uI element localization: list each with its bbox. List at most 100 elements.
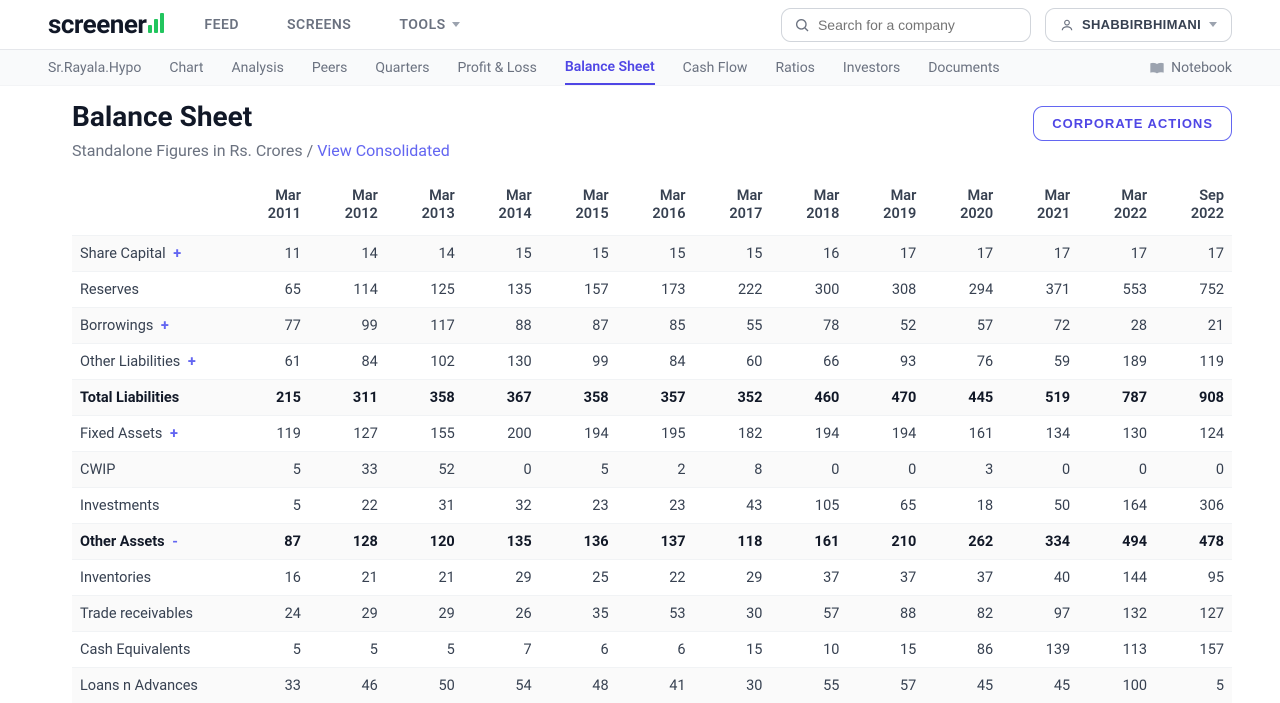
table-head: Mar2011Mar2012Mar2013Mar2014Mar2015Mar20… xyxy=(72,178,1232,236)
cell: 195 xyxy=(617,416,694,452)
search-box[interactable] xyxy=(781,8,1031,42)
cell: 367 xyxy=(463,380,540,416)
cell: 358 xyxy=(540,380,617,416)
topbar-right: SHABBIRBHIMANI xyxy=(781,8,1232,42)
cell: 134 xyxy=(1001,416,1078,452)
expand-icon[interactable]: + xyxy=(166,425,178,442)
table-row: Fixed Assets +11912715520019419518219419… xyxy=(72,416,1232,452)
cell: 117 xyxy=(386,308,463,344)
subnav-quarters[interactable]: Quarters xyxy=(375,52,429,84)
cell: 30 xyxy=(694,596,771,632)
cell: 84 xyxy=(617,344,694,380)
subnav-balance-sheet[interactable]: Balance Sheet xyxy=(565,51,655,85)
notebook-icon xyxy=(1149,61,1165,75)
cell: 5 xyxy=(1155,668,1232,703)
cell: 210 xyxy=(847,524,924,560)
cell: 85 xyxy=(617,308,694,344)
cell: 88 xyxy=(463,308,540,344)
cell: 29 xyxy=(309,596,386,632)
cell: 15 xyxy=(540,236,617,272)
cell: 46 xyxy=(309,668,386,703)
brand-bars-icon xyxy=(148,13,164,33)
cell: 460 xyxy=(770,380,847,416)
cell: 306 xyxy=(1155,488,1232,524)
brand-logo[interactable]: screener xyxy=(48,10,164,40)
collapse-icon[interactable]: - xyxy=(169,533,178,550)
search-input[interactable] xyxy=(818,17,1018,33)
cell: 16 xyxy=(770,236,847,272)
corporate-actions-button[interactable]: CORPORATE ACTIONS xyxy=(1033,106,1232,141)
subnav-cashflow[interactable]: Cash Flow xyxy=(683,52,748,84)
cell: 33 xyxy=(309,452,386,488)
cell: 222 xyxy=(694,272,771,308)
table-row: Borrowings +779911788878555785257722821 xyxy=(72,308,1232,344)
cell: 31 xyxy=(386,488,463,524)
column-header: Sep2022 xyxy=(1155,178,1232,236)
cell: 137 xyxy=(617,524,694,560)
cell: 194 xyxy=(540,416,617,452)
subnav-investors[interactable]: Investors xyxy=(843,52,900,84)
subnav-notebook-label: Notebook xyxy=(1171,60,1232,76)
row-label: Cash Equivalents xyxy=(72,632,232,668)
column-header: Mar2015 xyxy=(540,178,617,236)
cell: 55 xyxy=(770,668,847,703)
cell: 120 xyxy=(386,524,463,560)
cell: 23 xyxy=(617,488,694,524)
cell: 99 xyxy=(309,308,386,344)
cell: 6 xyxy=(540,632,617,668)
cell: 194 xyxy=(847,416,924,452)
cell: 173 xyxy=(617,272,694,308)
cell: 24 xyxy=(232,596,309,632)
cell: 300 xyxy=(770,272,847,308)
column-header: Mar2012 xyxy=(309,178,386,236)
table-row: Reserves65114125135157173222300308294371… xyxy=(72,272,1232,308)
cell: 82 xyxy=(924,596,1001,632)
subnav-ratios[interactable]: Ratios xyxy=(775,52,814,84)
cell: 29 xyxy=(694,560,771,596)
cell: 2 xyxy=(617,452,694,488)
cell: 105 xyxy=(770,488,847,524)
cell: 21 xyxy=(1155,308,1232,344)
subnav-documents[interactable]: Documents xyxy=(928,52,999,84)
expand-icon[interactable]: + xyxy=(170,245,182,262)
cell: 132 xyxy=(1078,596,1155,632)
cell: 357 xyxy=(617,380,694,416)
cell: 194 xyxy=(770,416,847,452)
cell: 189 xyxy=(1078,344,1155,380)
cell: 77 xyxy=(232,308,309,344)
cell: 10 xyxy=(770,632,847,668)
nav-tools[interactable]: TOOLS xyxy=(399,17,459,33)
cell: 60 xyxy=(694,344,771,380)
view-consolidated-link[interactable]: View Consolidated xyxy=(317,141,450,160)
cell: 908 xyxy=(1155,380,1232,416)
cell: 470 xyxy=(847,380,924,416)
cell: 22 xyxy=(617,560,694,596)
nav-tools-label: TOOLS xyxy=(399,17,445,33)
column-header: Mar2016 xyxy=(617,178,694,236)
user-menu-button[interactable]: SHABBIRBHIMANI xyxy=(1045,8,1232,42)
subnav-company[interactable]: Sr.Rayala.Hypo xyxy=(48,52,141,84)
cell: 11 xyxy=(232,236,309,272)
subnav-notebook[interactable]: Notebook xyxy=(1149,52,1232,84)
subnav-analysis[interactable]: Analysis xyxy=(231,52,283,84)
cell: 5 xyxy=(232,488,309,524)
cell: 21 xyxy=(309,560,386,596)
cell: 164 xyxy=(1078,488,1155,524)
cell: 5 xyxy=(232,452,309,488)
expand-icon[interactable]: + xyxy=(157,317,169,334)
subnav-peers[interactable]: Peers xyxy=(312,52,348,84)
cell: 0 xyxy=(1078,452,1155,488)
cell: 8 xyxy=(694,452,771,488)
cell: 52 xyxy=(847,308,924,344)
subnav-pnl[interactable]: Profit & Loss xyxy=(457,52,536,84)
subnav-chart[interactable]: Chart xyxy=(169,52,203,84)
cell: 76 xyxy=(924,344,1001,380)
nav-feed[interactable]: FEED xyxy=(204,17,239,33)
nav-screens[interactable]: SCREENS xyxy=(287,17,351,33)
cell: 16 xyxy=(232,560,309,596)
expand-icon[interactable]: + xyxy=(184,353,196,370)
column-header: Mar2020 xyxy=(924,178,1001,236)
table-row: Investments5223132232343105651850164306 xyxy=(72,488,1232,524)
cell: 30 xyxy=(694,668,771,703)
cell: 139 xyxy=(1001,632,1078,668)
